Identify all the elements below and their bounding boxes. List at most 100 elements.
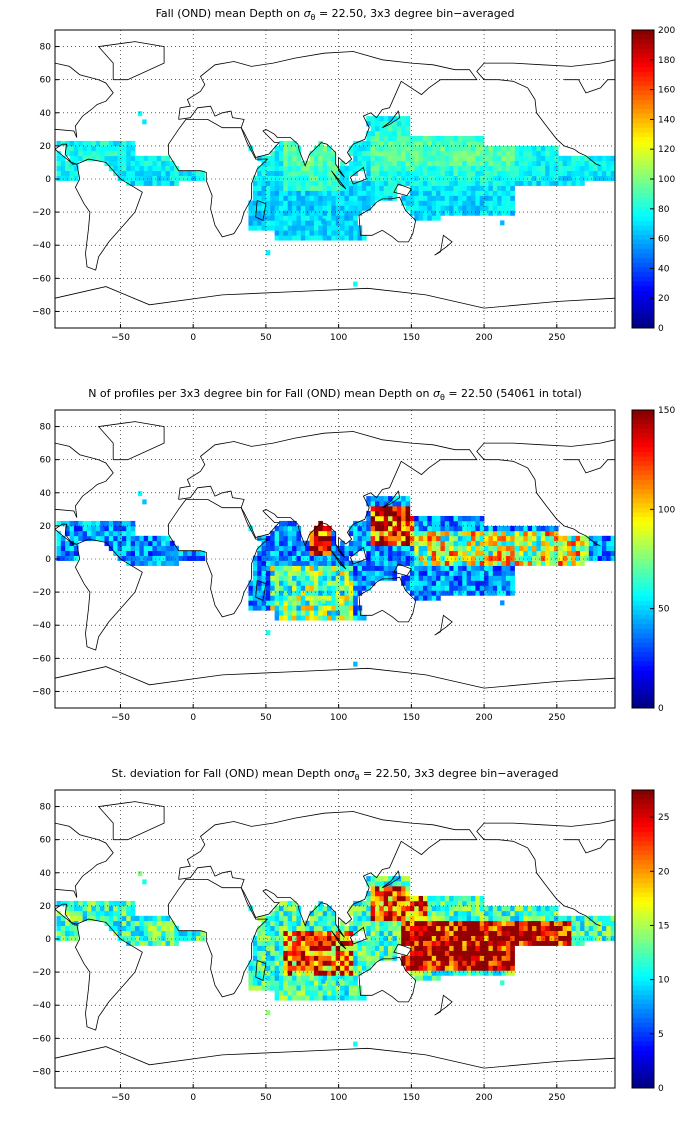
heatmap-cell bbox=[121, 160, 127, 167]
heatmap-cell bbox=[484, 930, 489, 936]
heatmap-cell bbox=[444, 530, 450, 537]
heatmap-cell bbox=[396, 905, 402, 912]
heatmap-cell bbox=[462, 540, 467, 547]
heatmap-cell bbox=[296, 995, 302, 1001]
heatmap-cell bbox=[252, 595, 258, 601]
heatmap-cell bbox=[536, 905, 542, 912]
heatmap-cell bbox=[283, 535, 289, 542]
heatmap-cell bbox=[91, 140, 97, 147]
heatmap-cell bbox=[457, 950, 463, 956]
heatmap-cell bbox=[292, 220, 297, 226]
heatmap-cell bbox=[375, 550, 380, 556]
heatmap-cell bbox=[340, 990, 345, 996]
colorbar-segment bbox=[632, 920, 654, 926]
heatmap-cell bbox=[584, 930, 590, 936]
heatmap-cell bbox=[510, 575, 515, 581]
heatmap-cell bbox=[143, 925, 149, 932]
heatmap-cell bbox=[265, 565, 271, 571]
heatmap-cell bbox=[440, 960, 446, 966]
colorbar-frame bbox=[631, 409, 655, 709]
heatmap-cell bbox=[305, 555, 310, 561]
heatmap-cell bbox=[279, 170, 284, 176]
heatmap-cell bbox=[549, 560, 555, 566]
heatmap-cell bbox=[392, 126, 398, 132]
heatmap-cell bbox=[396, 910, 402, 917]
heatmap-cell bbox=[523, 175, 529, 181]
heatmap-cell bbox=[348, 550, 354, 556]
heatmap-cell bbox=[287, 970, 293, 976]
heatmap-cell bbox=[169, 540, 175, 547]
heatmap-cell bbox=[327, 605, 332, 611]
heatmap-cell bbox=[514, 910, 520, 917]
heatmap-cell bbox=[91, 915, 97, 922]
heatmap-cell bbox=[283, 925, 289, 932]
heatmap-cell bbox=[436, 945, 441, 951]
heatmap-cell bbox=[335, 165, 341, 172]
heatmap-cell bbox=[257, 535, 262, 542]
heatmap-cell bbox=[505, 205, 511, 211]
heatmap-cell bbox=[257, 605, 262, 611]
colorbar-segment bbox=[632, 698, 654, 704]
heatmap-cell bbox=[265, 930, 271, 936]
heatmap-cell bbox=[348, 930, 354, 936]
heatmap-cell bbox=[549, 540, 555, 547]
heatmap-cell bbox=[348, 975, 354, 981]
heatmap-cell bbox=[575, 560, 581, 566]
heatmap-cell bbox=[375, 520, 380, 527]
heatmap-cell bbox=[405, 886, 411, 892]
heatmap-cell bbox=[121, 935, 127, 941]
heatmap-cell bbox=[536, 180, 542, 186]
coastline bbox=[54, 666, 616, 689]
heatmap-cell bbox=[130, 930, 136, 936]
heatmap-cell bbox=[497, 955, 502, 961]
heatmap-cell bbox=[300, 605, 306, 611]
heatmap-cell bbox=[418, 190, 424, 196]
heatmap-cell bbox=[95, 915, 101, 922]
heatmap-cell bbox=[261, 915, 267, 922]
heatmap-cell bbox=[344, 995, 350, 1001]
heatmap-cell bbox=[436, 165, 441, 172]
colorbar-segment bbox=[632, 929, 654, 935]
heatmap-cell bbox=[287, 235, 293, 241]
heatmap-cell bbox=[501, 940, 507, 946]
colorbar-segment bbox=[632, 572, 654, 579]
heatmap-cell bbox=[431, 935, 437, 941]
heatmap-cell bbox=[597, 550, 603, 556]
heatmap-cell bbox=[322, 930, 328, 936]
heatmap-cell bbox=[497, 170, 502, 176]
heatmap-cell bbox=[571, 915, 577, 922]
heatmap-cell bbox=[484, 195, 489, 201]
heatmap-cell bbox=[523, 530, 529, 537]
heatmap-cell bbox=[60, 160, 66, 167]
heatmap-cell bbox=[444, 520, 450, 527]
heatmap-cell bbox=[418, 205, 424, 211]
heatmap-cell bbox=[466, 160, 472, 167]
heatmap-cell bbox=[388, 895, 393, 902]
heatmap-cell bbox=[292, 615, 297, 621]
heatmap-cell bbox=[338, 978, 343, 984]
heatmap-cell bbox=[340, 165, 345, 172]
heatmap-cell bbox=[322, 570, 328, 576]
heatmap-cell bbox=[444, 210, 450, 216]
heatmap-cell bbox=[414, 525, 419, 532]
heatmap-cell bbox=[532, 930, 537, 936]
heatmap-cell bbox=[501, 920, 507, 927]
heatmap-cell bbox=[549, 940, 555, 946]
heatmap-cell bbox=[148, 540, 153, 547]
heatmap-cell bbox=[344, 170, 350, 176]
colorbar-segment bbox=[632, 1050, 654, 1056]
heatmap-cell bbox=[558, 180, 563, 186]
heatmap-cell bbox=[396, 886, 402, 892]
heatmap-cell bbox=[601, 545, 607, 552]
heatmap-cell bbox=[321, 218, 326, 224]
heatmap-cell bbox=[427, 165, 433, 172]
heatmap-cell bbox=[370, 575, 376, 581]
heatmap-cell bbox=[414, 520, 419, 527]
heatmap-cell bbox=[418, 200, 424, 206]
heatmap-cell bbox=[396, 920, 402, 927]
heatmap-cell bbox=[366, 190, 371, 196]
heatmap-cell bbox=[335, 945, 341, 951]
heatmap-cell bbox=[104, 140, 110, 147]
coastline bbox=[54, 523, 77, 545]
heatmap-cell bbox=[327, 975, 332, 981]
